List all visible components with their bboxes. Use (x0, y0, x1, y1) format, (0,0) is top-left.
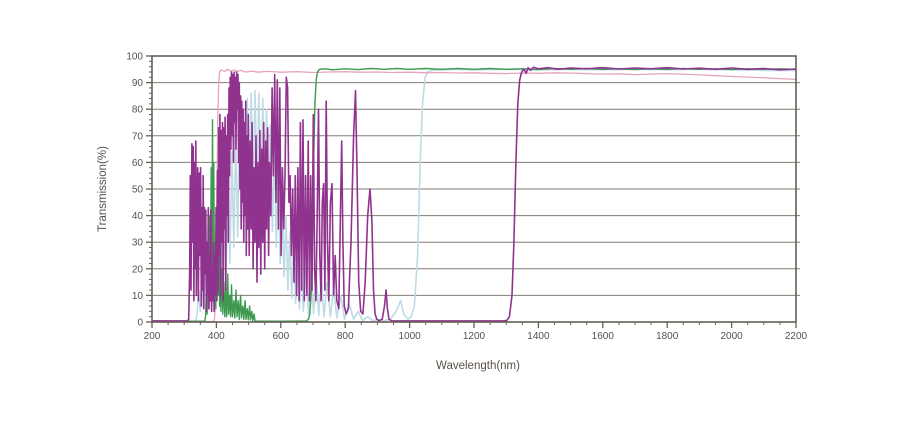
x-tick-label: 2000 (720, 331, 743, 342)
x-axis-title: Wavelength(nm) (436, 360, 520, 372)
x-tick-label: 800 (337, 331, 354, 342)
x-tick-label: 2200 (785, 331, 808, 342)
x-tick-label: 1200 (463, 331, 486, 342)
pink-curve (152, 68, 796, 322)
y-tick-label: 40 (132, 211, 144, 222)
x-tick-label: 200 (144, 331, 161, 342)
x-tick-label: 1600 (592, 331, 615, 342)
x-tick-label: 1800 (656, 331, 679, 342)
y-tick-label: 90 (132, 78, 144, 89)
plot-border (151, 55, 797, 323)
y-tick-label: 20 (132, 264, 144, 275)
x-tick-label: 1400 (527, 331, 550, 342)
purple-curve (152, 66, 796, 322)
y-tick-label: 50 (132, 185, 144, 196)
x-tick-label: 600 (272, 331, 289, 342)
x-tick-label: 1000 (398, 331, 421, 342)
y-tick-label: 100 (126, 52, 143, 63)
y-tick-label: 30 (132, 238, 144, 249)
y-tick-label: 80 (132, 105, 144, 116)
y-axis-title: Transmission(%) (97, 146, 109, 232)
x-tick-label: 400 (208, 331, 225, 342)
y-tick-label: 60 (132, 158, 144, 169)
y-tick-label: 70 (132, 131, 144, 142)
y-tick-label: 10 (132, 291, 144, 302)
y-tick-label: 0 (137, 318, 143, 329)
